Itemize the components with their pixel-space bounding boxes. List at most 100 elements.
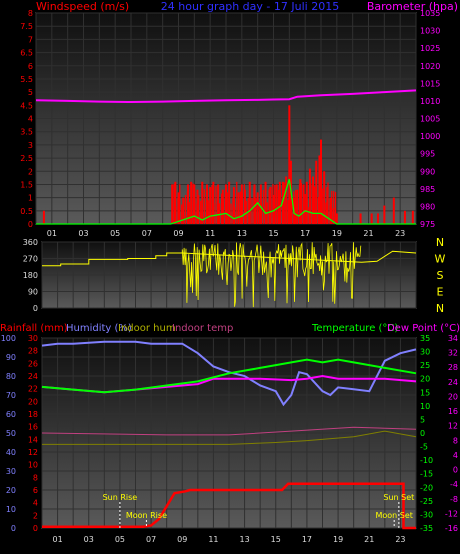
- temperature-tick-label: 15: [420, 388, 430, 397]
- astro-label: Moon Rise: [126, 511, 167, 520]
- wind-gust-bar: [285, 176, 288, 224]
- dewpoint-tick-label: -4: [450, 480, 458, 489]
- hour-tick-label: 17: [302, 535, 312, 544]
- wind-gust-bar: [190, 181, 193, 224]
- compass-label: E: [437, 286, 444, 299]
- dewpoint-tick-label: -12: [445, 509, 458, 518]
- climate-panel: 0102030405060708090100024681012141618202…: [1, 334, 458, 544]
- dewpoint-tick-label: 8: [453, 436, 458, 445]
- humidity-tick-label: 0: [11, 524, 16, 533]
- rain-tick-label: 16: [28, 423, 38, 432]
- humidity-tick-label: 100: [1, 334, 16, 343]
- temperature-line: [41, 358, 417, 394]
- wind-gust-bar: [335, 213, 338, 224]
- wind-tick-label: 0: [28, 220, 33, 229]
- wind-gust-bar: [201, 181, 204, 224]
- rain-tick-label: 22: [28, 385, 38, 394]
- rain-tick-label: 2: [33, 511, 38, 520]
- hour-tick-label: 17: [300, 229, 310, 238]
- rain-tick-label: 26: [28, 359, 38, 368]
- dewpoint-tick-label: 12: [448, 422, 458, 431]
- wind-gust-bar: [264, 181, 267, 224]
- rain-axis-title: Rainfall (mm): [0, 323, 68, 334]
- wind-gust-bar: [282, 181, 284, 224]
- dewpoint-tick-label: -8: [450, 495, 458, 504]
- wind-gust-bar: [225, 184, 227, 224]
- temperature-tick-label: 35: [420, 334, 430, 343]
- wind-gust-bar: [315, 160, 318, 224]
- wind-gust-bar: [212, 181, 215, 224]
- hour-tick-label: 13: [239, 535, 249, 544]
- wind-tick-label: 5.5: [20, 75, 33, 84]
- wind-gust-bar: [403, 210, 406, 224]
- wind-gust-bar: [221, 189, 224, 224]
- hour-tick-label: 15: [268, 229, 278, 238]
- hour-tick-label: 03: [84, 535, 94, 544]
- rain-tick-label: 10: [28, 461, 38, 470]
- barometer-line: [35, 89, 417, 104]
- hour-tick-label: 21: [364, 535, 374, 544]
- wind-tick-label: 1: [28, 194, 33, 203]
- baro-tick-label: 1025: [420, 44, 440, 53]
- wind-tick-label: 0.5: [20, 207, 33, 216]
- baro-tick-label: 975: [420, 220, 435, 229]
- rain-tick-label: 18: [28, 410, 38, 419]
- wind-gust-bar: [308, 168, 311, 224]
- astro-label: Moon Set: [375, 511, 412, 520]
- wind-tick-label: 3: [28, 141, 33, 150]
- rain-tick-label: 14: [28, 435, 38, 444]
- wind-tick-label: 7: [28, 35, 33, 44]
- rain-tick-label: 4: [33, 499, 38, 508]
- humidity-tick-label: 30: [6, 467, 16, 476]
- humidity-tick-label: 70: [6, 391, 16, 400]
- wind-gust-bar: [269, 187, 272, 224]
- wind-gust-bar: [193, 184, 196, 224]
- rain-tick-label: 8: [33, 473, 38, 482]
- humidity-tick-label: 40: [6, 448, 16, 457]
- baro-tick-label: 1035: [420, 9, 440, 18]
- baro-tick-label: 1020: [420, 62, 440, 71]
- temperature-tick-label: -20: [420, 483, 433, 492]
- wind-gust-bar: [187, 184, 189, 224]
- baro-tick-label: 980: [420, 202, 435, 211]
- humidity-tick-label: 60: [6, 410, 16, 419]
- wind-tick-label: 5: [28, 88, 33, 97]
- wind-gust-bar: [288, 105, 291, 224]
- dewpoint-tick-label: 20: [448, 392, 458, 401]
- dewpoint-tick-label: 4: [453, 451, 458, 460]
- baro-tick-label: 1010: [420, 97, 440, 106]
- wind-gust-bar: [278, 181, 281, 224]
- hour-tick-label: 09: [177, 535, 187, 544]
- hour-tick-label: 13: [237, 229, 247, 238]
- baro-tick-label: 1005: [420, 115, 440, 124]
- dewpoint-tick-label: 34: [448, 334, 458, 343]
- hour-tick-label: 07: [142, 229, 152, 238]
- direction-tick-label: 90: [28, 288, 38, 297]
- wind-average-line: [36, 179, 416, 225]
- temperature-tick-label: -15: [420, 470, 433, 479]
- wind-tick-label: 8: [28, 9, 33, 18]
- temperature-tick-label: -25: [420, 497, 433, 506]
- humidity-tick-label: 20: [6, 486, 16, 495]
- hour-tick-label: 19: [333, 535, 343, 544]
- wind-gust-bar: [206, 184, 208, 224]
- baro-tick-label: 1015: [420, 79, 440, 88]
- direction-tick-label: 0: [33, 304, 38, 313]
- wind-gust-bar: [232, 187, 235, 224]
- hour-tick-label: 07: [146, 535, 156, 544]
- wind-gust-bar: [318, 155, 321, 224]
- temperature-tick-label: 20: [420, 375, 430, 384]
- baro-tick-label: 995: [420, 150, 435, 159]
- temperature-tick-label: 5: [420, 415, 425, 424]
- wind-gust-bar: [272, 194, 275, 224]
- rain-tick-label: 28: [28, 347, 38, 356]
- wind-tick-label: 1.5: [20, 180, 33, 189]
- hour-tick-label: 09: [173, 229, 183, 238]
- temperature-tick-label: 0: [420, 429, 425, 438]
- wind-panel: 0 0.5 1 1.5 2 2.5 3 3.5 4 4.5 5 5.5 6 6.5 7 7.5 8 975 980 9…: [20, 9, 440, 238]
- hour-tick-label: 11: [205, 229, 215, 238]
- wind-gust-bar: [42, 210, 45, 224]
- rain-tick-label: 24: [28, 372, 38, 381]
